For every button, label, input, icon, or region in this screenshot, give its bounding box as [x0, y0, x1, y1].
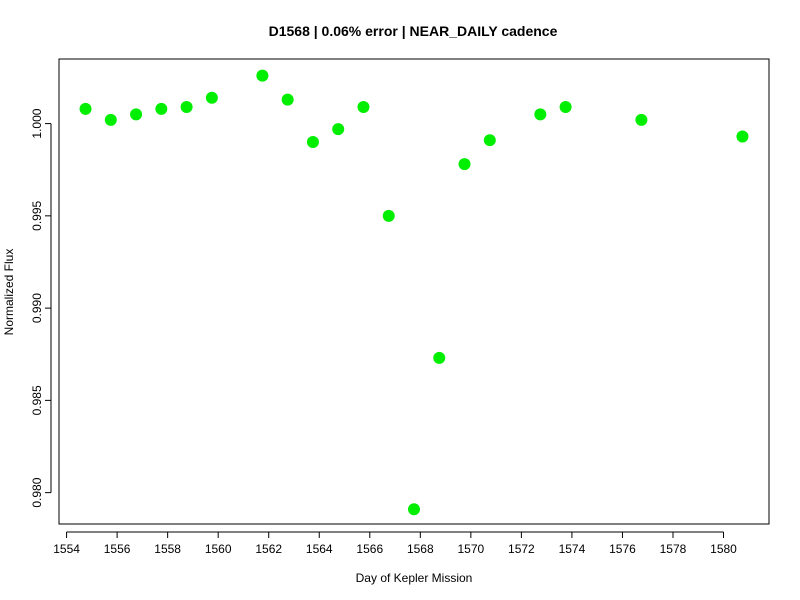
x-tick-label: 1562	[255, 542, 282, 556]
chart-title: D1568 | 0.06% error | NEAR_DAILY cadence	[269, 23, 558, 39]
x-tick-label: 1578	[660, 542, 687, 556]
data-point	[155, 102, 168, 115]
data-point	[332, 123, 345, 136]
x-axis: 1554 1556 1558 1560 1562 1564 1566 1568 1570 1572…	[53, 531, 737, 556]
data-point	[104, 113, 117, 126]
y-tick-label: 0.995	[30, 201, 44, 231]
data-point	[180, 100, 193, 113]
x-axis-label: Day of Kepler Mission	[356, 571, 473, 585]
x-tick-label: 1560	[205, 542, 232, 556]
x-tick-label: 1568	[407, 542, 434, 556]
data-point	[306, 136, 319, 149]
x-tick-label: 1558	[154, 542, 181, 556]
data-points	[79, 69, 749, 516]
x-tick-label: 1556	[104, 542, 131, 556]
data-point	[559, 100, 572, 113]
data-point	[433, 351, 446, 364]
x-tick-label: 1564	[306, 542, 333, 556]
y-tick-label: 0.980	[30, 477, 44, 507]
data-point	[635, 113, 648, 126]
x-tick-label: 1580	[710, 542, 737, 556]
x-tick-label: 1576	[609, 542, 636, 556]
data-point	[534, 108, 547, 121]
plot-frame	[58, 58, 770, 525]
data-point	[79, 102, 92, 115]
data-point	[458, 158, 471, 171]
y-tick-label: 1.000	[30, 108, 44, 138]
y-tick-label: 0.990	[30, 293, 44, 323]
x-tick-label: 1566	[356, 542, 383, 556]
data-point	[357, 100, 370, 113]
data-point	[382, 209, 395, 222]
data-point	[205, 91, 218, 104]
x-tick-label: 1574	[559, 542, 586, 556]
data-point	[483, 134, 496, 147]
y-axis-label: Normalized Flux	[2, 249, 16, 336]
data-point	[130, 108, 143, 121]
y-tick-label: 0.985	[30, 385, 44, 415]
data-point	[256, 69, 269, 82]
data-point	[736, 130, 749, 143]
x-tick-label: 1554	[53, 542, 80, 556]
y-axis: 0.980 0.985 0.990 0.995 1.000	[30, 108, 52, 508]
data-point	[408, 503, 420, 516]
x-tick-label: 1572	[508, 542, 535, 556]
x-tick-label: 1570	[457, 542, 484, 556]
data-point	[281, 93, 294, 106]
